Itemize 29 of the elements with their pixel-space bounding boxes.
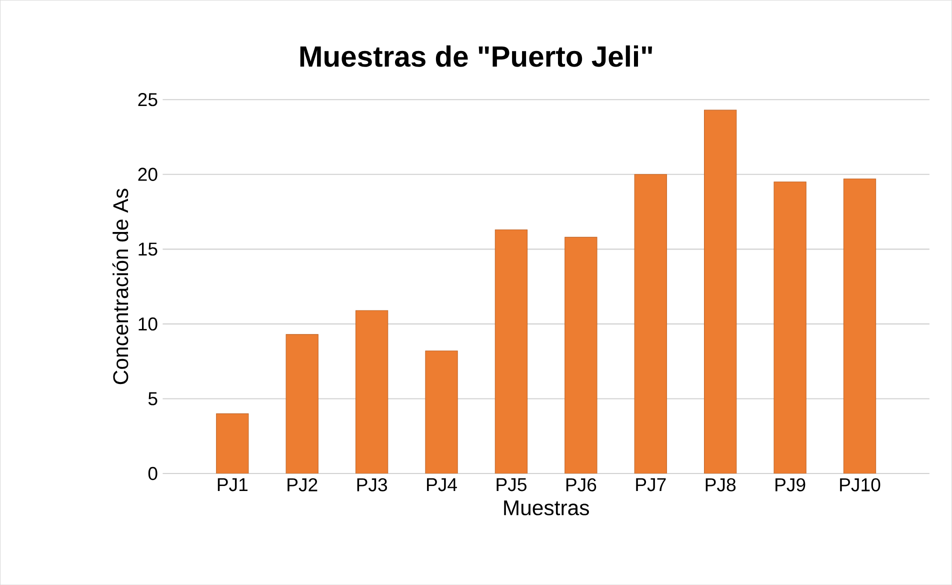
y-tick-label: 15: [138, 242, 158, 256]
chart-title: Muestras de "Puerto Jeli": [300, 45, 652, 67]
bar: [494, 229, 528, 474]
x-tick-label: PJ4: [427, 478, 457, 492]
x-tick-label: PJ2: [288, 478, 318, 492]
y-tick-label: 5: [148, 392, 158, 406]
x-tick-label: PJ8: [706, 478, 736, 492]
x-tick-label: PJ3: [357, 478, 387, 492]
bar: [774, 181, 806, 474]
bar: [704, 110, 737, 474]
y-axis-title: Concentración de As: [112, 188, 128, 384]
x-tick-label: PJ9: [776, 478, 806, 492]
x-tick-label: PJ1: [218, 478, 248, 492]
bar: [634, 174, 667, 474]
x-tick-label: PJ7: [636, 478, 666, 492]
x-axis-title: Muestras: [504, 500, 589, 516]
y-tick-label: 20: [138, 168, 158, 181]
bar: [355, 310, 388, 474]
y-tick-label: 10: [138, 317, 158, 330]
bar: [843, 178, 876, 474]
x-tick-label: PJ6: [566, 478, 596, 492]
bar: [216, 413, 249, 474]
bar: [425, 350, 458, 474]
x-tick-label: PJ5: [496, 478, 526, 492]
y-tick-label: 25: [138, 92, 158, 106]
y-tick-label: 0: [148, 466, 158, 480]
bar: [286, 334, 318, 474]
x-tick-label: PJ10: [840, 478, 880, 492]
bar: [564, 236, 598, 474]
